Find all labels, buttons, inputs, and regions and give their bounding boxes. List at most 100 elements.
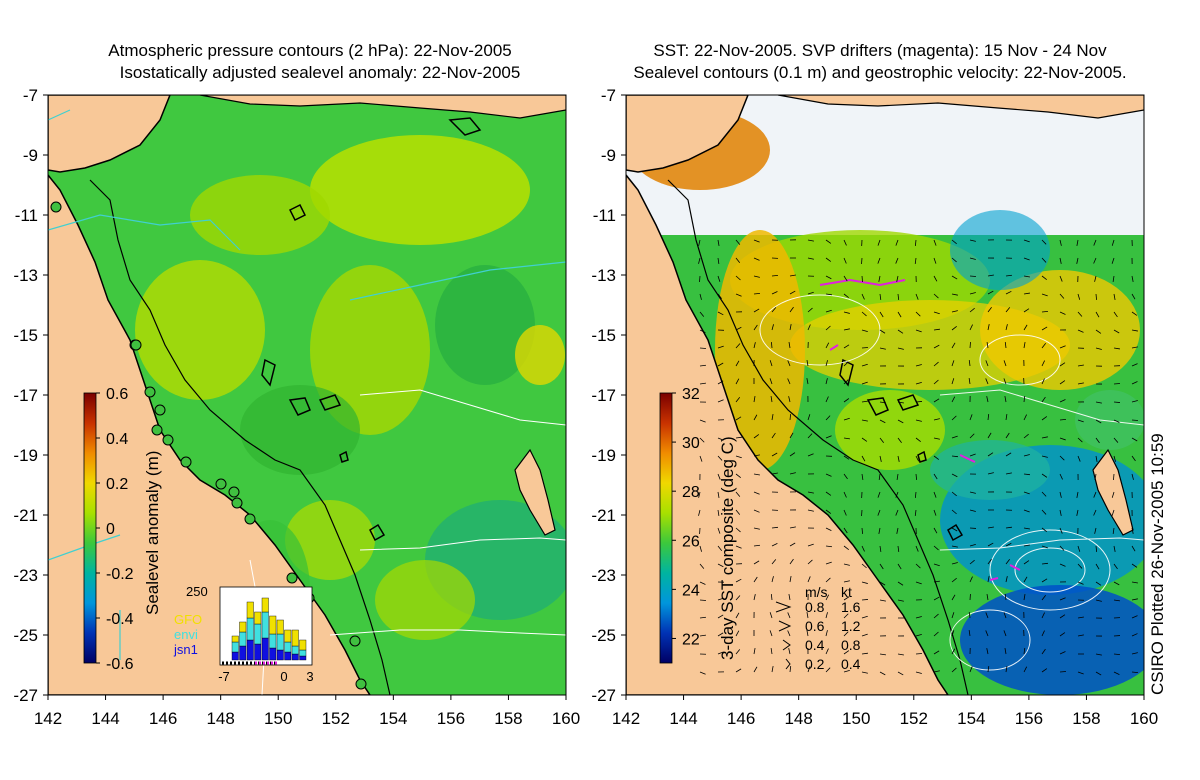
velocity-arrow bbox=[1005, 526, 1012, 529]
velocity-arrow bbox=[861, 311, 867, 317]
anomaly-patch bbox=[515, 325, 565, 385]
velocity-arrow bbox=[896, 275, 899, 282]
velocity-arrow bbox=[843, 437, 850, 440]
velocity-arrow bbox=[825, 342, 830, 349]
y-tick-label: -9 bbox=[23, 146, 38, 165]
velocity-arrow bbox=[1059, 311, 1066, 315]
velocity-arrow bbox=[753, 414, 758, 421]
velocity-arrow bbox=[825, 612, 828, 619]
velocity-arrow bbox=[951, 455, 959, 458]
velocity-arrow bbox=[735, 473, 741, 479]
velocity-arrow bbox=[1059, 527, 1063, 534]
velocity-arrow bbox=[825, 545, 833, 548]
velocity-arrow bbox=[825, 667, 831, 673]
velocity-arrow bbox=[1005, 452, 1012, 457]
velocity-arrow bbox=[897, 347, 904, 350]
velocity-arrow bbox=[951, 594, 956, 601]
velocity-arrow bbox=[933, 379, 939, 385]
velocity-arrow bbox=[735, 509, 741, 515]
velocity-arrow bbox=[1023, 527, 1030, 530]
velocity-arrow bbox=[1059, 671, 1067, 673]
anomaly-patch bbox=[435, 265, 535, 385]
velocity-arrow bbox=[1077, 364, 1084, 367]
velocity-arrow bbox=[699, 293, 702, 300]
velocity-arrow bbox=[806, 630, 809, 637]
inset-bar bbox=[261, 637, 269, 661]
velocity-arrow bbox=[717, 527, 721, 534]
velocity-arrow bbox=[1095, 563, 1100, 570]
velocity-arrow bbox=[915, 293, 919, 300]
velocity-arrow bbox=[861, 329, 868, 333]
velocity-arrow bbox=[787, 612, 791, 619]
velocity-arrow bbox=[843, 398, 850, 403]
velocity-arrow bbox=[1041, 326, 1048, 331]
new-guinea-land bbox=[199, 95, 566, 119]
velocity-arrow bbox=[879, 671, 886, 676]
velocity-arrow bbox=[807, 453, 814, 457]
x-tick-label: 160 bbox=[1130, 709, 1158, 728]
velocity-arrow bbox=[825, 630, 828, 637]
velocity-arrow bbox=[968, 611, 971, 619]
velocity-arrow bbox=[769, 360, 773, 367]
tide-gauge-marker bbox=[180, 456, 192, 468]
tide-gauge-marker bbox=[130, 339, 142, 351]
velocity-arrow bbox=[877, 239, 881, 246]
velocity-arrow bbox=[699, 634, 706, 637]
velocity-arrow bbox=[1003, 630, 1007, 637]
velocity-arrow bbox=[986, 342, 989, 349]
velocity-legend-arrow bbox=[782, 639, 791, 651]
velocity-arrow bbox=[968, 378, 971, 385]
velocity-legend-arrow bbox=[775, 601, 792, 613]
velocity-arrow bbox=[1059, 491, 1062, 498]
velocity-arrow bbox=[717, 311, 724, 316]
anomaly-patch bbox=[310, 135, 530, 245]
velocity-arrow bbox=[896, 527, 899, 534]
velocity-arrow bbox=[1003, 612, 1007, 619]
velocity-arrow bbox=[1023, 292, 1030, 295]
sst-patch bbox=[960, 585, 1144, 695]
velocity-arrow bbox=[1059, 545, 1065, 551]
velocity-arrow bbox=[843, 669, 850, 673]
right-colorbar-label: 3-day SST composite (deg C) bbox=[718, 436, 737, 660]
velocity-arrow bbox=[825, 561, 832, 565]
velocity-arrow bbox=[843, 491, 847, 498]
velocity-arrow bbox=[699, 311, 705, 317]
velocity-arrow bbox=[753, 594, 756, 601]
velocity-arrow bbox=[1005, 472, 1012, 475]
velocity-arrow bbox=[843, 545, 850, 550]
velocity-arrow bbox=[789, 472, 796, 475]
velocity-arrow bbox=[897, 599, 904, 602]
velocity-arrow bbox=[769, 630, 773, 637]
tide-gauge-marker bbox=[355, 678, 367, 690]
new-guinea-land-right bbox=[777, 95, 1144, 119]
velocity-arrow bbox=[807, 559, 813, 565]
velocity-arrow bbox=[1003, 378, 1007, 385]
velocity-arrow bbox=[698, 257, 701, 264]
velocity-arrow bbox=[1059, 509, 1062, 516]
velocity-arrow bbox=[735, 668, 742, 673]
velocity-arrow bbox=[1023, 473, 1031, 476]
velocity-arrow bbox=[825, 275, 832, 280]
left-colorbar-label: Sealevel anomaly (m) bbox=[143, 450, 162, 615]
velocity-arrow bbox=[717, 399, 724, 403]
velocity-arrow bbox=[787, 360, 791, 367]
velocity-arrow bbox=[1059, 275, 1063, 282]
velocity-arrow bbox=[1131, 598, 1138, 601]
velocity-arrow bbox=[915, 473, 918, 481]
colorbar-tick-label: 32 bbox=[682, 386, 700, 403]
velocity-arrow bbox=[1113, 581, 1120, 586]
velocity-arrow bbox=[699, 581, 706, 585]
inset-ymax-label: 250 bbox=[186, 584, 208, 599]
reef-outline-right bbox=[667, 179, 969, 695]
colorbar-tick-label: 22 bbox=[682, 631, 700, 648]
velocity-arrow bbox=[969, 576, 973, 583]
velocity-arrow bbox=[896, 473, 899, 480]
velocity-arrow bbox=[735, 343, 741, 349]
velocity-arrow bbox=[735, 436, 742, 439]
velocity-arrow bbox=[789, 413, 792, 421]
velocity-arrow bbox=[1023, 560, 1030, 565]
velocity-arrow bbox=[717, 380, 724, 385]
velocity-legend-ms: 0.6 bbox=[805, 618, 825, 634]
